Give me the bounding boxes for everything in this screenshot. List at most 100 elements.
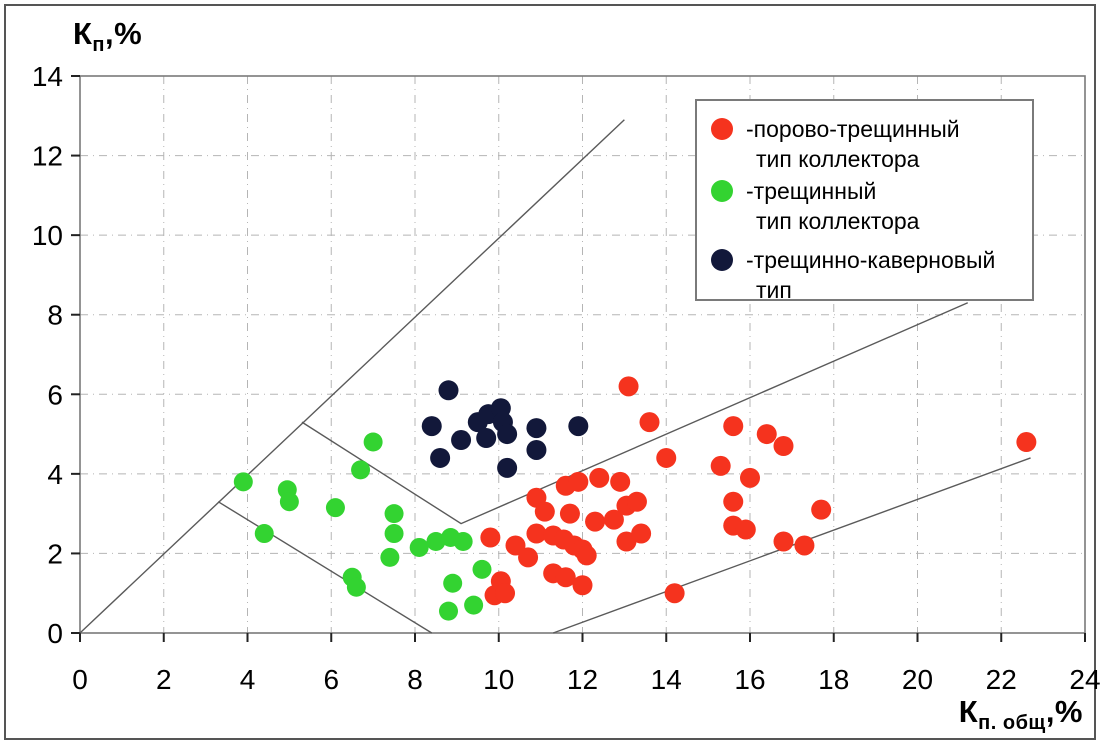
data-point-series-1 xyxy=(325,498,345,518)
legend-entry-fracture-cavern: -трещинно-каверновый тип xyxy=(709,245,1024,305)
data-point-series-0 xyxy=(559,503,580,524)
data-point-series-1 xyxy=(426,531,446,551)
legend-dot-green-icon xyxy=(711,180,733,202)
x-tick-label: 22 xyxy=(986,664,1017,695)
x-axis-title-base: К xyxy=(958,694,979,729)
x-axis-title: Кп. общ,% xyxy=(959,694,1083,735)
x-tick-label: 24 xyxy=(1069,664,1100,695)
y-tick-label: 2 xyxy=(47,538,63,569)
data-point-series-1 xyxy=(443,573,463,593)
data-point-series-2 xyxy=(476,428,497,449)
legend-dot-navy-icon xyxy=(711,249,733,271)
data-point-series-0 xyxy=(1016,432,1037,453)
data-point-series-2 xyxy=(497,457,518,478)
data-point-series-0 xyxy=(773,531,794,552)
data-point-series-2 xyxy=(421,416,442,437)
data-point-series-0 xyxy=(618,376,639,397)
y-tick-label: 10 xyxy=(32,220,63,251)
data-point-series-0 xyxy=(631,523,652,544)
data-point-series-0 xyxy=(723,491,744,512)
x-tick-label: 2 xyxy=(156,664,172,695)
data-point-series-1 xyxy=(279,492,299,512)
data-point-series-0 xyxy=(568,471,589,492)
legend-label: -трещинно-каверновый тип xyxy=(746,245,995,305)
x-axis-title-units: ,% xyxy=(1045,694,1083,729)
left-zone-boundary xyxy=(217,501,433,634)
x-tick-label: 6 xyxy=(323,664,339,695)
data-point-series-0 xyxy=(639,412,660,433)
data-point-series-2 xyxy=(497,424,518,445)
y-axis-title-units: ,% xyxy=(105,16,143,51)
y-axis-title: Кп,% xyxy=(73,16,142,57)
legend-label: -трещинный тип коллектора xyxy=(746,176,919,236)
data-point-series-0 xyxy=(572,575,593,596)
data-point-series-2 xyxy=(568,416,589,437)
legend-label-line1: -трещинный xyxy=(746,178,877,204)
x-tick-label: 18 xyxy=(818,664,849,695)
data-point-series-0 xyxy=(811,499,832,520)
data-point-series-1 xyxy=(254,524,274,544)
legend-label-line1: -порово-трещинный xyxy=(746,116,960,142)
y-tick-label: 4 xyxy=(47,459,63,490)
data-point-series-0 xyxy=(603,509,624,530)
data-point-series-0 xyxy=(589,467,610,488)
x-tick-label: 20 xyxy=(902,664,933,695)
legend-label-line2: тип коллектора xyxy=(756,146,920,172)
x-tick-label: 16 xyxy=(734,664,765,695)
data-point-series-1 xyxy=(233,472,253,492)
data-point-series-2 xyxy=(526,439,547,460)
data-point-series-0 xyxy=(518,547,539,568)
legend-dot-red-icon xyxy=(711,118,733,140)
data-point-series-0 xyxy=(495,583,516,604)
x-tick-label: 4 xyxy=(240,664,256,695)
line-y-equals-x xyxy=(79,119,625,634)
x-tick-label: 12 xyxy=(567,664,598,695)
data-point-series-0 xyxy=(526,523,547,544)
legend-label-line2: тип коллектора xyxy=(756,208,920,234)
data-point-series-0 xyxy=(723,416,744,437)
y-axis-title-subscript: п xyxy=(92,34,106,57)
x-tick-label: 8 xyxy=(407,664,423,695)
data-point-series-1 xyxy=(384,524,404,544)
data-point-series-2 xyxy=(430,447,451,468)
data-point-series-0 xyxy=(576,545,597,566)
data-point-series-0 xyxy=(505,535,526,556)
data-point-series-0 xyxy=(735,519,756,540)
data-point-series-0 xyxy=(610,471,631,492)
legend-entry-poro-fracture: -порово-трещинный тип коллектора xyxy=(709,114,1024,174)
data-point-series-1 xyxy=(472,559,492,579)
x-tick-label: 10 xyxy=(483,664,514,695)
data-point-series-0 xyxy=(756,424,777,445)
data-point-series-0 xyxy=(480,527,501,548)
data-point-series-1 xyxy=(453,531,473,551)
data-point-series-0 xyxy=(773,436,794,457)
data-point-series-0 xyxy=(664,583,685,604)
data-point-series-0 xyxy=(740,467,760,488)
data-point-series-0 xyxy=(626,491,647,512)
data-point-series-0 xyxy=(616,531,637,552)
x-axis-title-subscript: п. общ xyxy=(978,712,1046,735)
data-point-series-2 xyxy=(438,380,459,401)
data-point-series-0 xyxy=(534,501,555,522)
y-tick-label: 12 xyxy=(32,141,63,172)
data-point-series-1 xyxy=(384,504,404,524)
y-tick-label: 0 xyxy=(47,618,63,649)
data-point-series-0 xyxy=(710,455,731,476)
legend: -порово-трещинный тип коллектора -трещинн… xyxy=(695,99,1034,303)
data-point-series-0 xyxy=(794,535,815,556)
legend-label-line1: -трещинно-каверновый xyxy=(746,247,996,273)
x-tick-label: 14 xyxy=(651,664,682,695)
data-point-series-1 xyxy=(409,537,429,557)
data-point-series-0 xyxy=(555,567,576,588)
data-point-series-1 xyxy=(363,432,383,452)
data-point-series-1 xyxy=(464,595,484,615)
y-tick-label: 14 xyxy=(32,61,63,92)
x-tick-label: 0 xyxy=(72,664,88,695)
data-point-series-2 xyxy=(451,430,472,451)
y-axis-title-base: К xyxy=(73,16,93,51)
data-point-series-1 xyxy=(346,577,366,597)
data-point-series-2 xyxy=(526,418,547,439)
y-tick-label: 6 xyxy=(47,379,63,410)
upper-zone-boundary xyxy=(301,302,969,525)
